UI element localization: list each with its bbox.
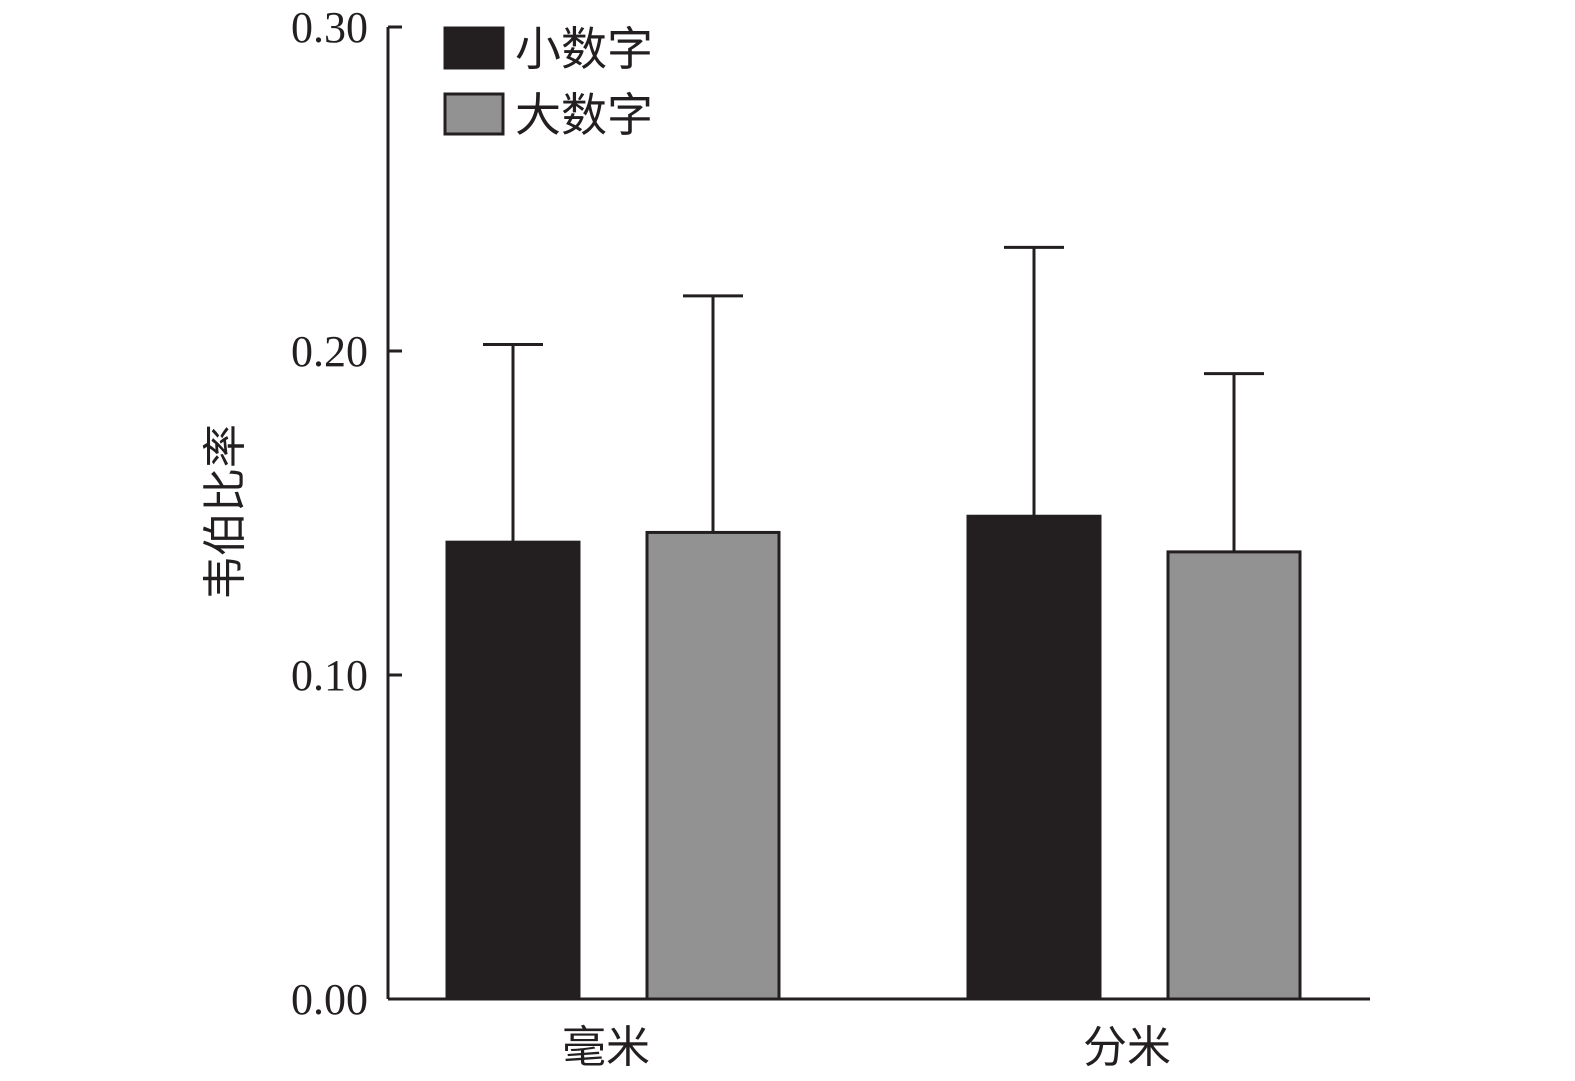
- bars: [445, 245, 1302, 1001]
- y-tick-label: 0.00: [291, 975, 368, 1024]
- axes: [386, 27, 1370, 1001]
- legend-swatch: [443, 26, 505, 70]
- legend-entry: 小数字: [515, 22, 653, 76]
- bar: [445, 540, 581, 1001]
- x-category-label: 分米: [1083, 1022, 1171, 1073]
- y-axis-ticks: 0.00 0.10 0.20 0.30: [291, 3, 402, 1024]
- y-axis-label: 韦伯比率: [200, 424, 251, 600]
- y-tick-label: 0.10: [291, 651, 368, 700]
- bar: [966, 514, 1102, 1001]
- legend-entry: 大数字: [515, 88, 653, 142]
- x-category-label: 毫米: [562, 1022, 650, 1073]
- bar: [645, 530, 781, 1001]
- legend-swatch: [443, 92, 505, 136]
- y-tick-label: 0.20: [291, 327, 368, 376]
- bar: [1166, 550, 1302, 1001]
- x-axis-categories: 毫米 分米: [562, 1022, 1171, 1073]
- y-axis-title: 韦伯比率: [200, 424, 251, 600]
- y-tick-label: 0.30: [291, 3, 368, 52]
